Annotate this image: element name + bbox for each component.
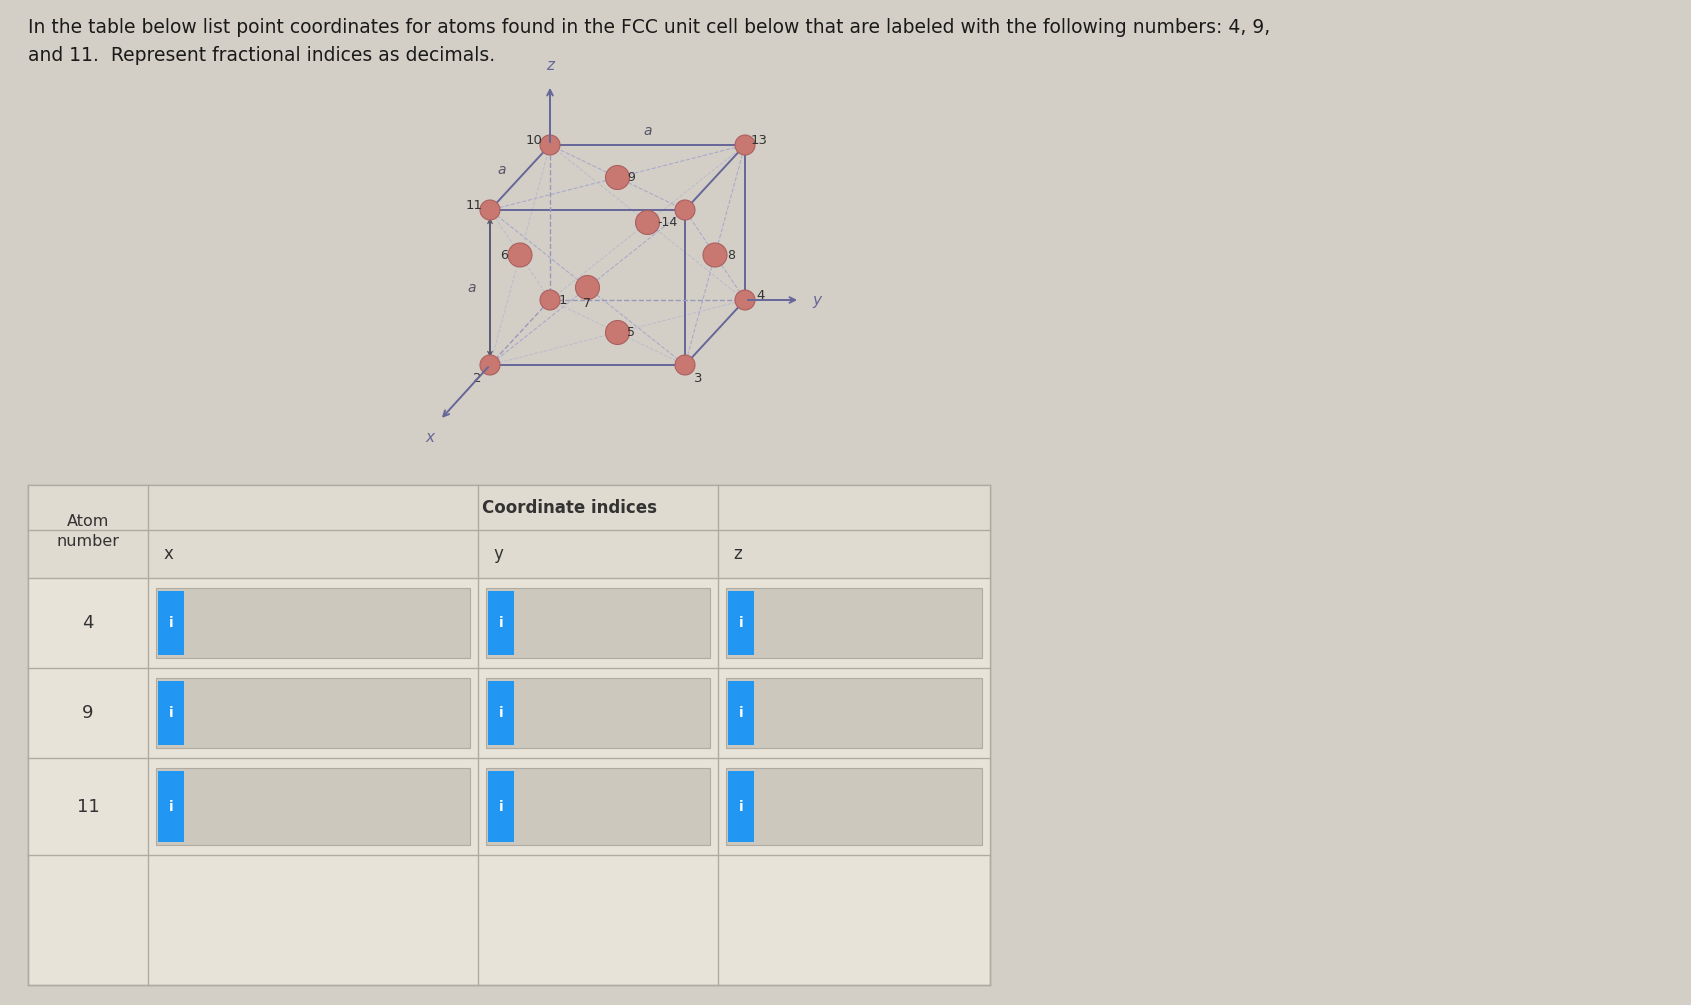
- Text: y: y: [812, 292, 822, 308]
- Circle shape: [636, 210, 659, 234]
- Circle shape: [675, 200, 695, 220]
- Text: a: a: [497, 163, 506, 177]
- Text: -14: -14: [658, 216, 678, 229]
- Bar: [29, 668, 989, 758]
- Text: 2: 2: [473, 372, 482, 385]
- Text: i: i: [739, 800, 744, 813]
- Bar: [729, 681, 754, 745]
- Text: i: i: [499, 800, 504, 813]
- Text: and 11.  Represent fractional indices as decimals.: and 11. Represent fractional indices as …: [29, 46, 495, 65]
- Circle shape: [736, 290, 754, 310]
- Bar: [156, 678, 470, 748]
- Text: 11: 11: [76, 798, 100, 815]
- Bar: [156, 588, 470, 658]
- Bar: [29, 578, 989, 668]
- Text: i: i: [169, 616, 172, 630]
- Bar: [725, 588, 982, 658]
- Text: x: x: [426, 430, 435, 445]
- Text: 10: 10: [526, 134, 543, 147]
- Circle shape: [605, 166, 629, 190]
- Text: 6: 6: [501, 248, 507, 261]
- Text: i: i: [169, 706, 172, 720]
- Bar: [156, 768, 470, 845]
- Text: 3: 3: [693, 372, 702, 385]
- Text: i: i: [739, 706, 744, 720]
- Bar: [725, 768, 982, 845]
- Text: 4: 4: [758, 288, 766, 302]
- Bar: [729, 771, 754, 842]
- Circle shape: [736, 135, 754, 155]
- Bar: [489, 681, 514, 745]
- Bar: [489, 591, 514, 655]
- Circle shape: [675, 355, 695, 375]
- Text: 11: 11: [465, 199, 482, 211]
- Text: a: a: [468, 280, 477, 294]
- Circle shape: [480, 200, 501, 220]
- Circle shape: [539, 135, 560, 155]
- Text: 9: 9: [83, 704, 93, 722]
- Text: 5: 5: [627, 326, 636, 339]
- Bar: [157, 681, 184, 745]
- Text: 7: 7: [583, 297, 592, 310]
- Text: In the table below list point coordinates for atoms found in the FCC unit cell b: In the table below list point coordinate…: [29, 18, 1270, 37]
- Circle shape: [480, 355, 501, 375]
- Text: i: i: [499, 706, 504, 720]
- Bar: [29, 485, 989, 530]
- Text: Atom
number: Atom number: [56, 515, 120, 549]
- Text: 4: 4: [83, 614, 93, 632]
- Circle shape: [605, 321, 629, 345]
- Bar: [29, 530, 989, 578]
- Text: y: y: [494, 545, 502, 563]
- Bar: [157, 591, 184, 655]
- Text: i: i: [169, 800, 172, 813]
- Bar: [489, 771, 514, 842]
- Bar: [29, 485, 989, 985]
- Text: 1: 1: [558, 293, 566, 307]
- Text: z: z: [734, 545, 742, 563]
- Text: z: z: [546, 58, 555, 73]
- Text: i: i: [499, 616, 504, 630]
- Text: 8: 8: [727, 248, 736, 261]
- Circle shape: [703, 243, 727, 267]
- Bar: [29, 758, 989, 855]
- Text: i: i: [739, 616, 744, 630]
- Text: Coordinate indices: Coordinate indices: [482, 498, 656, 517]
- Bar: [485, 588, 710, 658]
- Circle shape: [575, 275, 600, 299]
- Text: 9: 9: [627, 171, 636, 184]
- Bar: [485, 678, 710, 748]
- Bar: [725, 678, 982, 748]
- Bar: [157, 771, 184, 842]
- Text: x: x: [162, 545, 172, 563]
- Bar: [485, 768, 710, 845]
- Text: 13: 13: [751, 134, 768, 147]
- Circle shape: [539, 290, 560, 310]
- Text: a: a: [643, 124, 651, 138]
- Bar: [729, 591, 754, 655]
- Circle shape: [507, 243, 533, 267]
